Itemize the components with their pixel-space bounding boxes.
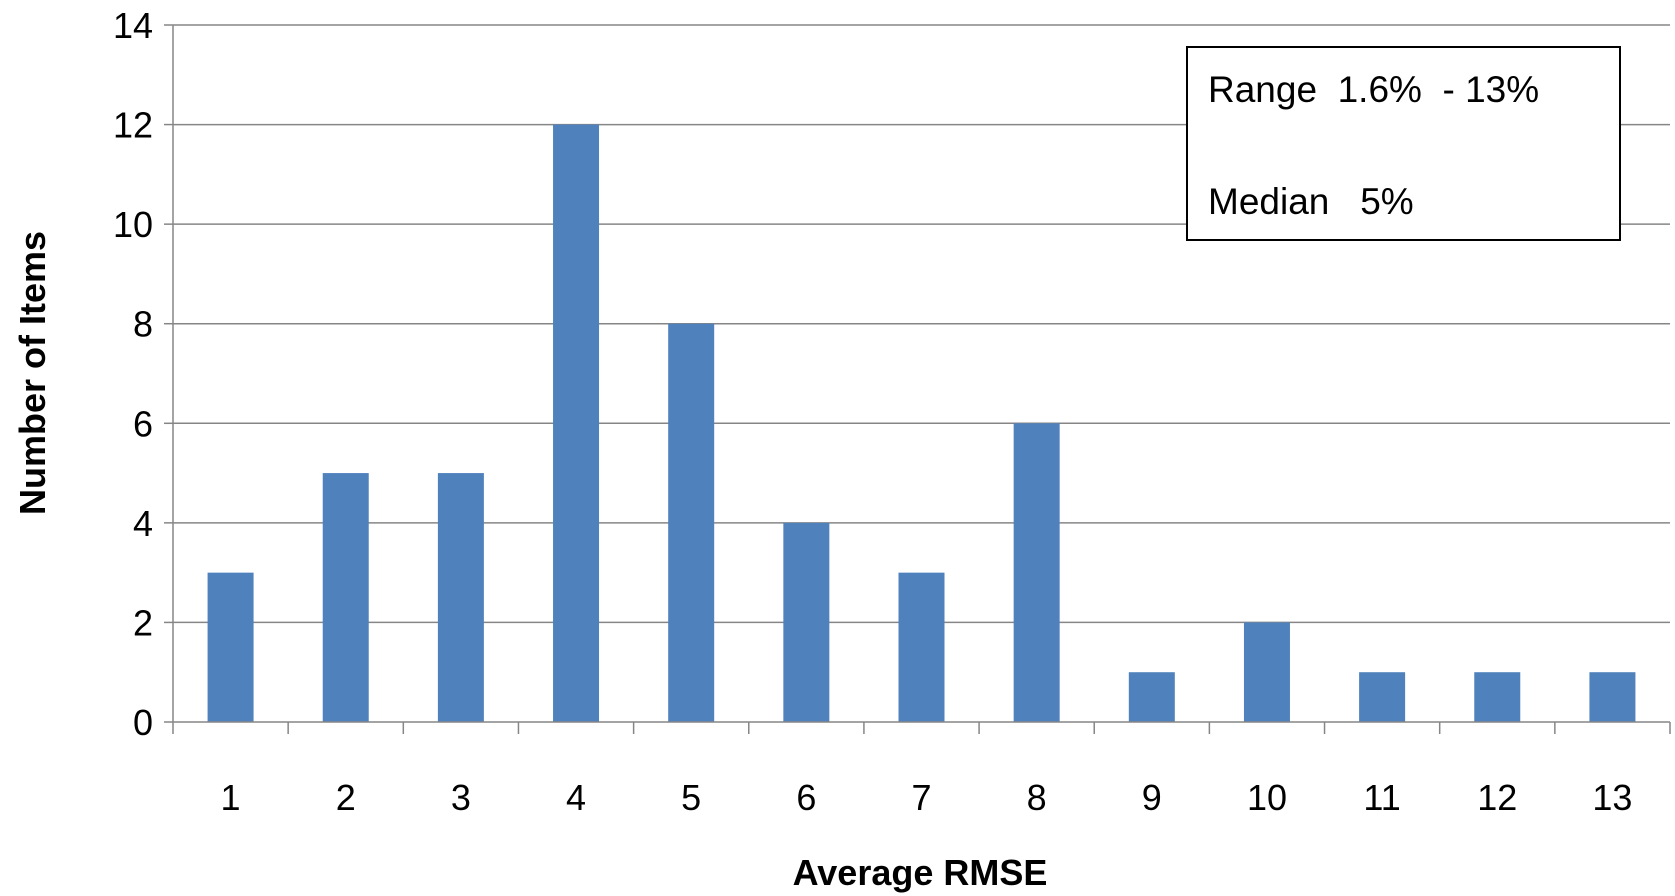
- y-tick-label-2: 2: [133, 602, 153, 643]
- bar-8: [1013, 423, 1060, 722]
- x-tick-label-10: 10: [1247, 777, 1287, 818]
- y-tick-label-10: 10: [113, 204, 153, 245]
- x-tick-label-13: 13: [1592, 777, 1632, 818]
- gridlines: [173, 24, 1670, 624]
- bar-5: [668, 323, 715, 722]
- x-tick-label-3: 3: [451, 777, 471, 818]
- bars-group: [207, 124, 1636, 723]
- y-tick-label-6: 6: [133, 403, 153, 444]
- y-tick-label-12: 12: [113, 105, 153, 146]
- y-tick-label-14: 14: [113, 5, 153, 46]
- y-tick-label-0: 0: [133, 702, 153, 743]
- annotation-border: [1186, 46, 1621, 241]
- range-text: Range 1.6% - 13%: [1208, 69, 1539, 110]
- bar-13: [1589, 672, 1636, 722]
- bar-1: [207, 572, 254, 722]
- x-tick-label-11: 11: [1363, 777, 1400, 818]
- median-text: Median 5%: [1208, 181, 1414, 222]
- x-tick-label-6: 6: [796, 777, 816, 818]
- bar-4: [553, 124, 600, 723]
- x-tick-label-1: 1: [221, 777, 241, 818]
- bar-2: [322, 473, 369, 722]
- bar-12: [1474, 672, 1521, 722]
- x-tick-labels: 1 2 3 4 5 6 7 8 9 10 11 12 13: [221, 777, 1633, 818]
- bar-9: [1128, 672, 1175, 722]
- y-tick-labels: 0 2 4 6 8 10 12 14: [113, 5, 153, 743]
- bar-11: [1359, 672, 1406, 722]
- x-tick-label-9: 9: [1142, 777, 1162, 818]
- annotation-box: Range 1.6% - 13% Median 5%: [1186, 46, 1621, 241]
- y-axis-title: Number of Items: [12, 231, 53, 515]
- x-tick-label-4: 4: [566, 777, 586, 818]
- x-tick-label-5: 5: [681, 777, 701, 818]
- x-tick-label-8: 8: [1027, 777, 1047, 818]
- bar-7: [898, 572, 945, 722]
- bar-6: [783, 522, 830, 722]
- y-tick-label-4: 4: [133, 503, 153, 544]
- axes: [164, 24, 1671, 734]
- y-tick-label-8: 8: [133, 304, 153, 345]
- bar-10: [1243, 622, 1290, 722]
- x-tick-label-12: 12: [1477, 777, 1517, 818]
- x-tick-label-7: 7: [911, 777, 931, 818]
- x-tick-label-2: 2: [336, 777, 356, 818]
- bar-3: [437, 473, 484, 722]
- x-axis-title: Average RMSE: [793, 852, 1048, 893]
